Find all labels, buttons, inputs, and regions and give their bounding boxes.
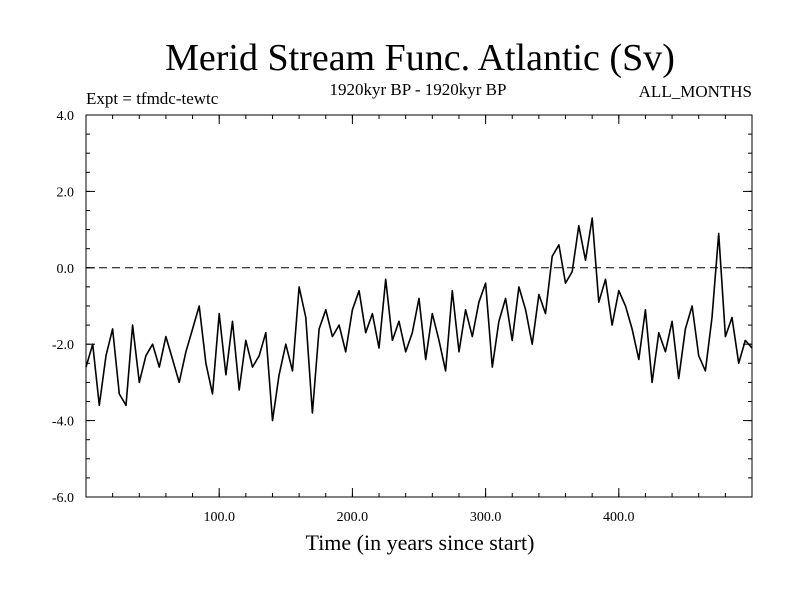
x-tick-label: 400.0	[603, 510, 635, 525]
y-tick-label: -2.0	[52, 338, 74, 353]
plot-area: 4.0 2.0 0.0 -2.0 -4.0 -6.0 100.0 200.0 300.0 400.…	[52, 109, 753, 525]
plot-frame	[85, 114, 753, 498]
period-label: 1920kyr BP - 1920kyr BP	[330, 80, 507, 99]
y-tick-label: 0.0	[57, 262, 75, 277]
experiment-label: Expt = tfmdc-tewtc	[86, 89, 219, 108]
x-tick-label: 100.0	[203, 510, 235, 525]
months-label: ALL_MONTHS	[639, 82, 752, 101]
y-tick-label: -4.0	[52, 415, 74, 430]
x-axis-label: Time (in years since start)	[306, 530, 535, 555]
chart-title: Merid Stream Func. Atlantic (Sv)	[165, 37, 675, 79]
y-tick-label: -6.0	[52, 491, 74, 506]
x-tick-label: 200.0	[337, 510, 369, 525]
y-tick-label: 4.0	[57, 109, 75, 124]
series-line-0	[85, 217, 753, 422]
x-tick-label: 300.0	[470, 510, 502, 525]
y-tick-label: 2.0	[57, 185, 75, 200]
